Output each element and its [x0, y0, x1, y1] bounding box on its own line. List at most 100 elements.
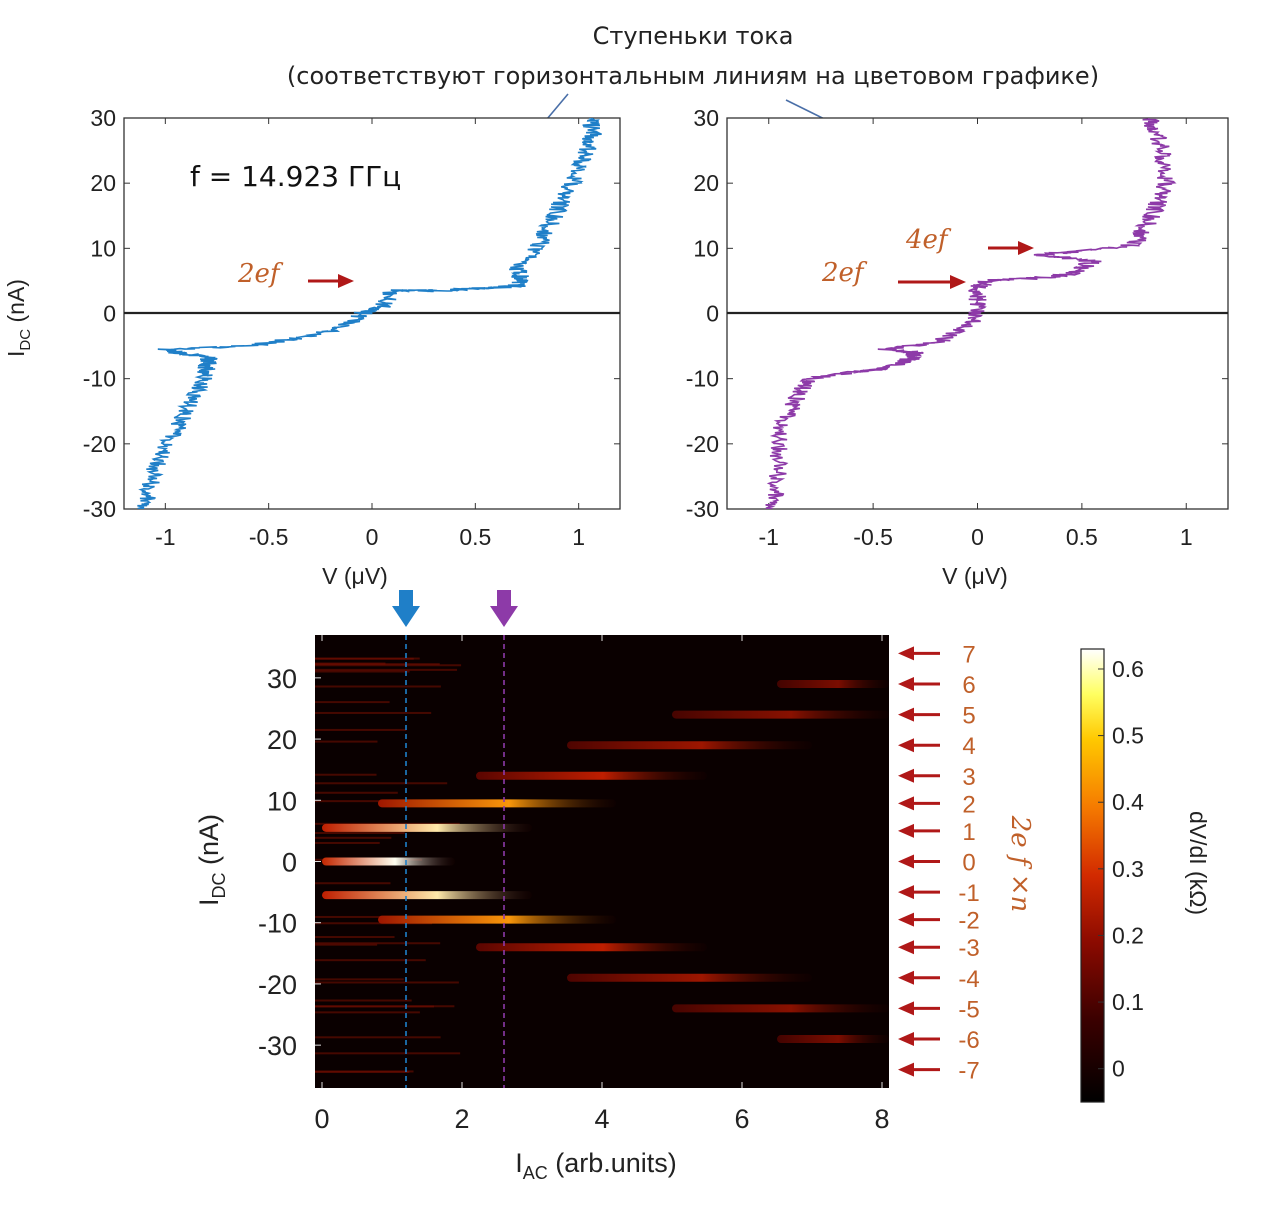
y-tick-label: 30: [693, 105, 719, 131]
colorbar-tick-label: 0.4: [1112, 789, 1144, 815]
heatmap-noise-streak: [315, 981, 459, 984]
frequency-label: f = 14.923 ГГц: [190, 160, 401, 193]
left-x-axis-label: V (μV): [322, 563, 388, 589]
step-index-label: 4: [962, 733, 975, 760]
step-index-label: 7: [962, 641, 975, 668]
right-x-axis-label: V (μV): [942, 563, 1008, 589]
heatmap-y-tick-label: 0: [282, 848, 297, 878]
y-tick-label: -10: [686, 366, 719, 392]
right-step-arrow-2ef: [898, 275, 966, 289]
heatmap-y-tick-label: 10: [267, 786, 297, 816]
heatmap-marker-arrow: [490, 590, 518, 627]
left-iv-plot: -1 -0.5 0 0.5 1 -30 -20 -10 0 10 20 30 f = 14.923 Г…: [3, 105, 621, 589]
y-tick-label: -20: [83, 431, 116, 457]
heatmap-noise-streak: [315, 922, 433, 925]
y-tick-label: 10: [90, 235, 116, 261]
colorbar-tick-label: 0.1: [1112, 989, 1144, 1015]
annotation-line1: Ступеньки тока: [593, 22, 794, 50]
heatmap-band: [476, 943, 707, 952]
heatmap-band: [378, 799, 616, 808]
heatmap-noise-streak: [315, 773, 377, 776]
side-axis-label: 2e f ×n: [1005, 815, 1035, 913]
heatmap-noise-streak: [315, 728, 407, 731]
heatmap-noise-streak: [315, 664, 462, 667]
x-tick-label: 1: [572, 524, 585, 550]
heatmap-x-tick-label: 0: [314, 1104, 329, 1134]
heatmap-band: [777, 1035, 889, 1044]
heatmap-band: [777, 679, 889, 688]
heatmap-band: [672, 1004, 889, 1013]
step-index-label: -4: [958, 966, 979, 993]
step-arrow-head: [898, 1062, 914, 1077]
heatmap-noise-streak: [315, 1052, 461, 1055]
step-arrow-head: [898, 676, 914, 691]
colorbar-tick-label: 0: [1112, 1056, 1125, 1082]
colorbar-tick-label: 0.3: [1112, 856, 1144, 882]
step-index-label: 0: [962, 850, 975, 877]
heatmap-noise-streak: [315, 942, 441, 945]
colorbar-tick-label: 0.6: [1112, 656, 1144, 682]
step-index-label: 2: [962, 791, 975, 818]
step-index-label: -7: [958, 1058, 979, 1085]
heatmap-band: [476, 771, 707, 780]
heatmap-noise-streak: [315, 978, 404, 981]
left-step-label-2ef: 2ef: [237, 259, 284, 289]
heatmap-noise-streak: [315, 662, 386, 665]
step-arrow-head: [898, 1032, 914, 1047]
step-arrow-head: [898, 646, 914, 661]
step-arrow-head: [898, 796, 914, 811]
x-tick-label: 0: [971, 524, 984, 550]
step-index-label: 3: [962, 764, 975, 791]
heatmap-noise-streak: [315, 943, 378, 946]
heatmap-noise-streak: [315, 1011, 420, 1014]
step-arrow-head: [898, 854, 914, 869]
heatmap-noise-streak: [315, 1070, 414, 1073]
heatmap-noise-streak: [315, 711, 432, 714]
step-arrow-head: [898, 738, 914, 753]
step-arrow-head: [898, 707, 914, 722]
step-arrow-head: [898, 912, 914, 927]
heatmap-band: [567, 973, 812, 982]
step-index-label: -1: [958, 880, 979, 907]
heatmap-band: [672, 710, 889, 719]
heatmap-x-axis-label: IAC (arb.units): [515, 1148, 677, 1183]
right-iv-plot: -1 -0.5 0 0.5 1 -30 -20 -10 0 10 20 30 4ef 2ef V (μ…: [686, 105, 1229, 589]
heatmap-noise-streak: [315, 1005, 435, 1008]
heatmap-noise-streak: [315, 657, 420, 660]
colorbar-gradient: [1080, 648, 1105, 1103]
step-arrow-head: [898, 768, 914, 783]
heatmap-y-axis-label: IDC (nA): [194, 814, 229, 906]
right-iv-trace: [765, 118, 1177, 509]
heatmap-marker-arrow: [392, 590, 420, 627]
heatmap-noise-streak: [315, 1036, 441, 1039]
heatmap-y-tick-label: -20: [258, 970, 297, 1000]
heatmap-noise-streak: [315, 800, 432, 803]
heatmap-x-tick-label: 8: [874, 1104, 889, 1134]
heatmap-y-tick-label: 20: [267, 725, 297, 755]
step-arrow-head: [898, 885, 914, 900]
colorbar: 0.6 0.5 0.4 0.3 0.2 0.1 0 dV/dI (kΩ): [1080, 648, 1211, 1103]
heatmap-noise-streak: [315, 959, 426, 962]
heatmap-noise-streak: [315, 740, 378, 743]
heatmap-band: [322, 823, 532, 832]
heatmap-noise-streak: [315, 822, 460, 825]
heatmap-band: [322, 857, 455, 866]
step-index-label: 6: [962, 672, 975, 699]
heatmap-x-tick-label: 2: [454, 1104, 469, 1134]
y-tick-label: 20: [90, 170, 116, 196]
x-tick-label: 1: [1180, 524, 1193, 550]
x-tick-label: -1: [155, 524, 175, 550]
heatmap-x-tick-label: 4: [594, 1104, 609, 1134]
heatmap-y-tick-label: -30: [258, 1031, 297, 1061]
step-index-label: -2: [958, 908, 979, 935]
x-tick-label: 0.5: [459, 524, 491, 550]
y-tick-label: -20: [686, 431, 719, 457]
heatmap-band: [567, 741, 812, 750]
step-arrow-head: [898, 1001, 914, 1016]
heatmap-noise-streak: [315, 701, 390, 704]
y-tick-label: 20: [693, 170, 719, 196]
y-tick-label: 0: [706, 301, 719, 327]
right-step-arrow-4ef: [988, 241, 1034, 255]
